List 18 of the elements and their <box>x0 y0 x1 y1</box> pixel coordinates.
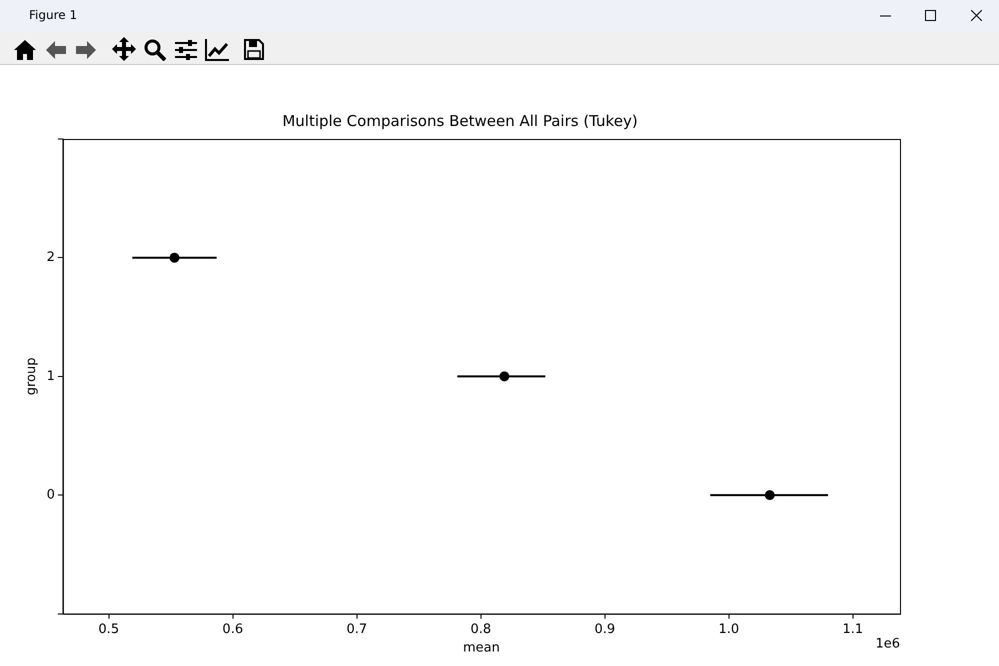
y-axis-title: group <box>24 358 40 396</box>
x-axis-title: mean <box>463 640 500 656</box>
y-tick-label: 0 <box>46 487 55 502</box>
x-tick-label: 1.0 <box>718 622 740 637</box>
y-tick-label: 2 <box>46 250 55 266</box>
point <box>499 371 510 382</box>
chart-title: Multiple Comparisons Between All Pairs (Tukey) <box>282 112 638 130</box>
x-tick-label: 0.7 <box>346 622 368 637</box>
point <box>764 490 775 500</box>
x-tick-label: 0.8 <box>470 622 492 637</box>
text: 1e6 <box>875 636 900 652</box>
x-tick-label: 0.9 <box>594 622 616 637</box>
x-tick-label: 0.5 <box>98 622 120 637</box>
x-tick-label: 1.1 <box>842 622 864 637</box>
x-tick-label: 0.6 <box>222 622 244 637</box>
y-tick-label: 1 <box>46 368 55 384</box>
point <box>169 252 180 263</box>
caption: Figure 1 <box>29 8 78 22</box>
